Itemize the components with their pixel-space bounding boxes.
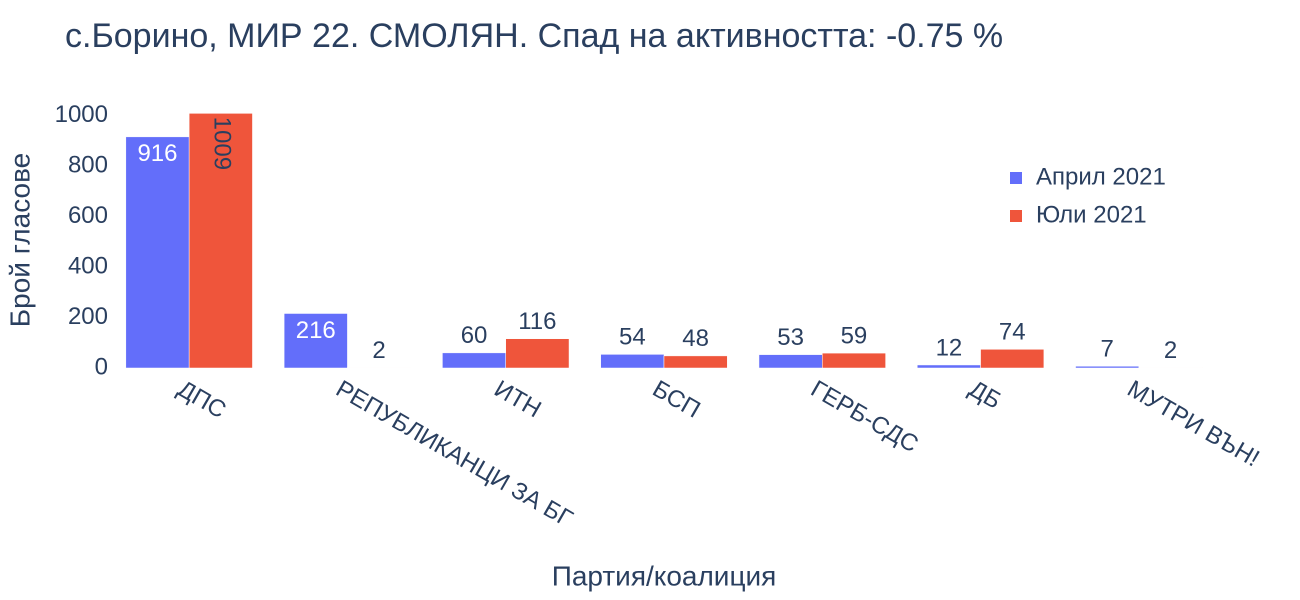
y-tick-label: 1000 — [55, 101, 108, 128]
bar — [980, 349, 1045, 369]
y-tick-label: 0 — [95, 353, 108, 380]
value-label: 2 — [1164, 337, 1177, 364]
bar — [1075, 365, 1140, 369]
y-tick-label: 600 — [68, 202, 108, 229]
value-label: 7 — [1101, 336, 1114, 363]
legend-swatch — [1010, 172, 1022, 184]
x-tick-label: ДБ — [964, 375, 1005, 414]
value-label: 116 — [518, 308, 556, 335]
value-label: 53 — [777, 324, 804, 351]
bar — [758, 354, 823, 369]
x-tick-label: МУТРИ ВЪН! — [1123, 375, 1264, 472]
y-tick-label: 200 — [68, 303, 108, 330]
bar — [1138, 367, 1203, 369]
value-label: 916 — [137, 140, 177, 167]
chart-title: с.Борино, МИР 22. СМОЛЯН. Спад на активн… — [65, 17, 1003, 55]
x-axis-title: Партия/коалиция — [552, 560, 777, 591]
bar — [917, 364, 981, 369]
y-axis-title: Брой гласове — [4, 153, 35, 327]
x-tick-label: БСП — [648, 375, 705, 423]
y-tick-label: 400 — [68, 252, 108, 279]
x-tick-label: ГЕРБ-СДС — [806, 375, 923, 458]
bar — [283, 313, 348, 369]
value-label: 12 — [936, 334, 963, 361]
bar — [663, 355, 728, 369]
bar — [347, 367, 411, 369]
legend-label: Юли 2021 — [1036, 201, 1147, 228]
legend-swatch — [1010, 210, 1022, 222]
value-label: 1009 — [208, 117, 235, 170]
bar — [188, 113, 253, 369]
value-label: 59 — [841, 322, 868, 349]
value-label: 2 — [372, 337, 385, 364]
value-label: 216 — [296, 317, 336, 344]
value-label: 48 — [682, 325, 709, 352]
bar — [125, 136, 190, 369]
x-tick-label: ДПС — [173, 375, 231, 424]
bar — [822, 352, 886, 369]
value-label: 60 — [461, 322, 488, 349]
value-label: 54 — [619, 324, 646, 351]
value-label: 74 — [999, 319, 1026, 346]
y-tick-label: 800 — [68, 151, 108, 178]
bar — [505, 338, 570, 369]
bar — [600, 354, 665, 369]
legend-label: Април 2021 — [1036, 163, 1166, 190]
bar — [442, 352, 506, 369]
x-tick-label: ИТН — [490, 375, 546, 423]
